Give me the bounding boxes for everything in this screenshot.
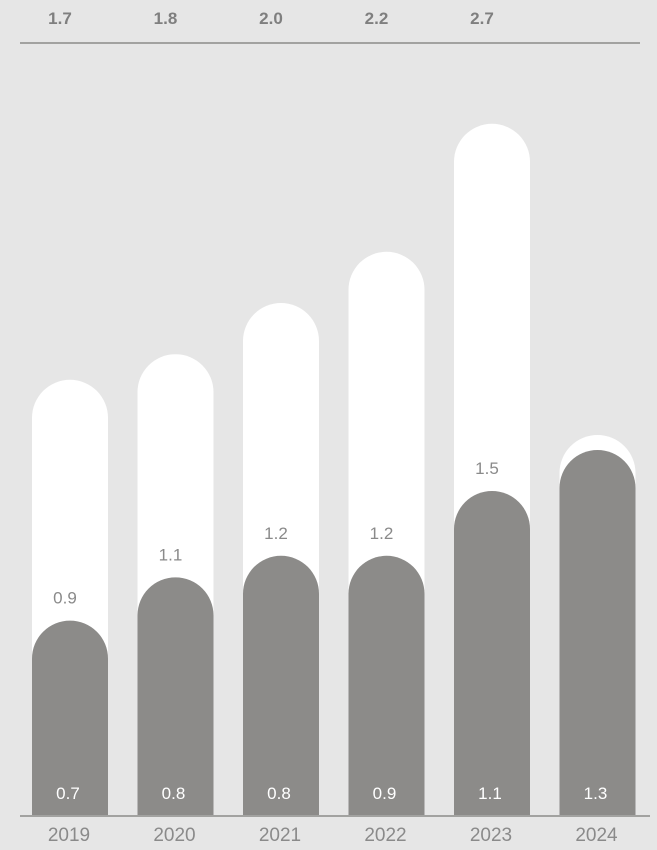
base-label-2023: 1.1 — [478, 784, 502, 803]
mid-label-2019: 0.9 — [53, 589, 77, 608]
labels-layer: 1.7 0.9 0.7 2019 1.8 1.1 0.8 2020 2.0 1.2 0.8 2021 2… — [48, 9, 618, 846]
year-label-2022: 2022 — [364, 825, 406, 845]
mid-label-2023: 1.5 — [475, 459, 499, 478]
base-bar-2021 — [243, 555, 319, 815]
base-bar-2023 — [454, 491, 530, 815]
base-label-2021: 0.8 — [267, 784, 291, 803]
year-label-2021: 2021 — [259, 825, 301, 845]
base-bar-2022 — [348, 555, 425, 815]
year-label-2024: 2024 — [575, 825, 618, 845]
year-label-2023: 2023 — [470, 825, 512, 845]
base-bar-2020 — [137, 577, 214, 815]
base-bar-2024 — [559, 450, 636, 815]
total-label-2022: 2.2 — [365, 9, 389, 28]
total-label-2023: 2.7 — [470, 9, 494, 28]
base-label-2019: 0.7 — [56, 784, 80, 803]
base-label-2024: 1.3 — [584, 784, 608, 803]
total-label-2021: 2.0 — [259, 9, 283, 28]
total-label-2019: 1.7 — [48, 9, 72, 28]
mid-label-2021: 1.2 — [264, 524, 288, 543]
total-label-2020: 1.8 — [154, 9, 178, 28]
bars-layer — [32, 123, 636, 816]
mid-label-2020: 1.1 — [159, 545, 183, 564]
year-label-2020: 2020 — [153, 825, 195, 845]
mid-label-2022: 1.2 — [370, 524, 394, 543]
year-label-2019: 2019 — [48, 825, 90, 845]
base-label-2020: 0.8 — [162, 784, 186, 803]
base-bar-2019 — [32, 620, 108, 815]
base-label-2022: 0.9 — [373, 784, 397, 803]
